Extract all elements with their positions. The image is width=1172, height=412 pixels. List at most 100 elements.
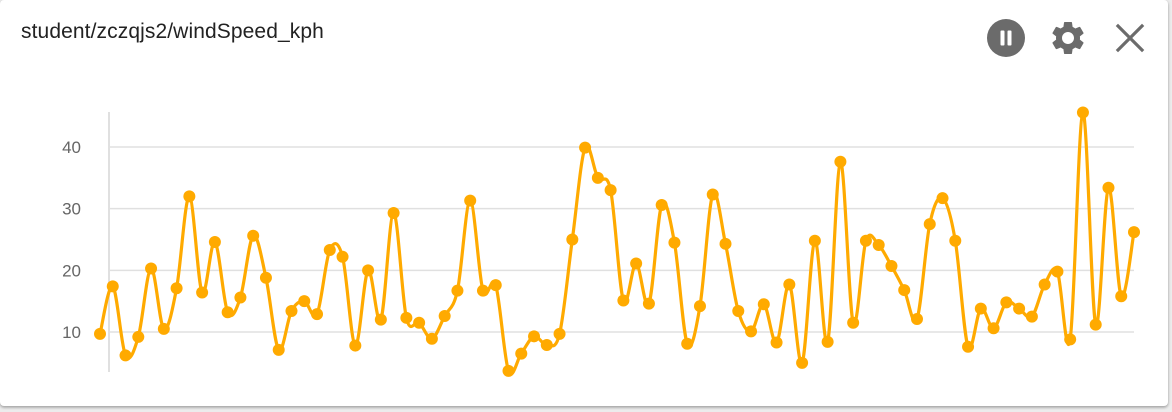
data-point [413, 316, 426, 329]
data-point [706, 188, 719, 201]
data-point [336, 250, 349, 263]
data-point [489, 279, 502, 292]
data-point [1000, 296, 1013, 309]
data-point [834, 155, 847, 168]
chart-title: student/zczqjs2/windSpeed_kph [21, 20, 324, 43]
data-point [732, 305, 745, 318]
data-point [1051, 265, 1064, 278]
data-point [247, 229, 260, 242]
y-tick-label: 30 [62, 200, 81, 219]
data-point [1013, 302, 1026, 315]
data-point [770, 336, 783, 349]
data-point [387, 206, 400, 219]
data-point [617, 294, 630, 307]
data-point [974, 302, 987, 315]
data-point [821, 335, 834, 348]
gear-icon [1052, 21, 1084, 54]
data-point [859, 234, 872, 247]
data-point [132, 330, 145, 343]
data-point [1076, 106, 1089, 119]
series-points [94, 106, 1140, 377]
data-point [642, 297, 655, 310]
data-point [910, 313, 923, 326]
pause-button[interactable] [986, 18, 1026, 58]
data-point [272, 343, 285, 356]
data-point [630, 257, 643, 270]
data-point [604, 184, 617, 197]
data-point [949, 234, 962, 247]
data-point [119, 349, 132, 362]
data-point [464, 194, 477, 207]
data-point [808, 234, 821, 247]
data-point [323, 243, 336, 256]
data-point [451, 284, 464, 297]
data-point [655, 198, 668, 211]
data-point [757, 298, 770, 311]
close-icon [1115, 23, 1145, 53]
data-point [1115, 290, 1128, 303]
y-axis-ticks: 10 20 30 40 [62, 138, 81, 342]
data-point [872, 239, 885, 252]
settings-button[interactable] [1048, 18, 1088, 58]
data-point [693, 300, 706, 313]
data-point [311, 308, 324, 321]
data-point [196, 286, 209, 299]
data-point [1025, 310, 1038, 323]
data-point [898, 284, 911, 297]
data-point [668, 236, 681, 249]
data-point [681, 337, 694, 350]
data-point [553, 327, 566, 340]
data-point [259, 271, 272, 284]
data-point [1064, 333, 1077, 346]
data-point [579, 141, 592, 154]
data-point [515, 347, 528, 360]
data-point [298, 295, 311, 308]
series-line [98, 110, 1136, 376]
y-tick-label: 20 [62, 261, 81, 280]
data-point [400, 311, 413, 324]
data-point [362, 264, 375, 277]
y-tick-label: 10 [62, 323, 81, 342]
data-point [1089, 318, 1102, 331]
data-point [847, 316, 860, 329]
data-point [234, 291, 247, 304]
data-point [208, 235, 221, 248]
data-point [745, 325, 758, 338]
data-point [936, 192, 949, 205]
data-point [170, 282, 183, 295]
data-point [962, 340, 975, 353]
data-point [425, 332, 438, 345]
data-point [987, 322, 1000, 335]
data-point [349, 339, 362, 352]
data-point [591, 171, 604, 184]
data-point [285, 305, 298, 318]
y-tick-label: 40 [62, 138, 81, 157]
data-point [502, 364, 515, 377]
data-point [923, 218, 936, 231]
data-point [476, 284, 489, 297]
chart-toolbar [986, 18, 1150, 58]
data-point [783, 278, 796, 291]
data-point [157, 322, 170, 335]
data-point [885, 260, 898, 273]
data-point [106, 280, 119, 293]
data-point [1038, 278, 1051, 291]
data-point [540, 338, 553, 351]
data-point [719, 237, 732, 250]
data-point [796, 356, 809, 369]
data-point [145, 262, 158, 275]
data-point [374, 313, 387, 326]
data-point [183, 190, 196, 203]
data-point [528, 330, 541, 343]
pause-icon [987, 19, 1025, 57]
close-button[interactable] [1110, 18, 1150, 58]
data-point [1128, 226, 1140, 239]
data-point [566, 233, 579, 246]
grid [109, 146, 1134, 333]
data-point [438, 309, 451, 322]
data-point [94, 327, 106, 340]
data-point [1102, 181, 1115, 194]
data-point [221, 306, 234, 319]
